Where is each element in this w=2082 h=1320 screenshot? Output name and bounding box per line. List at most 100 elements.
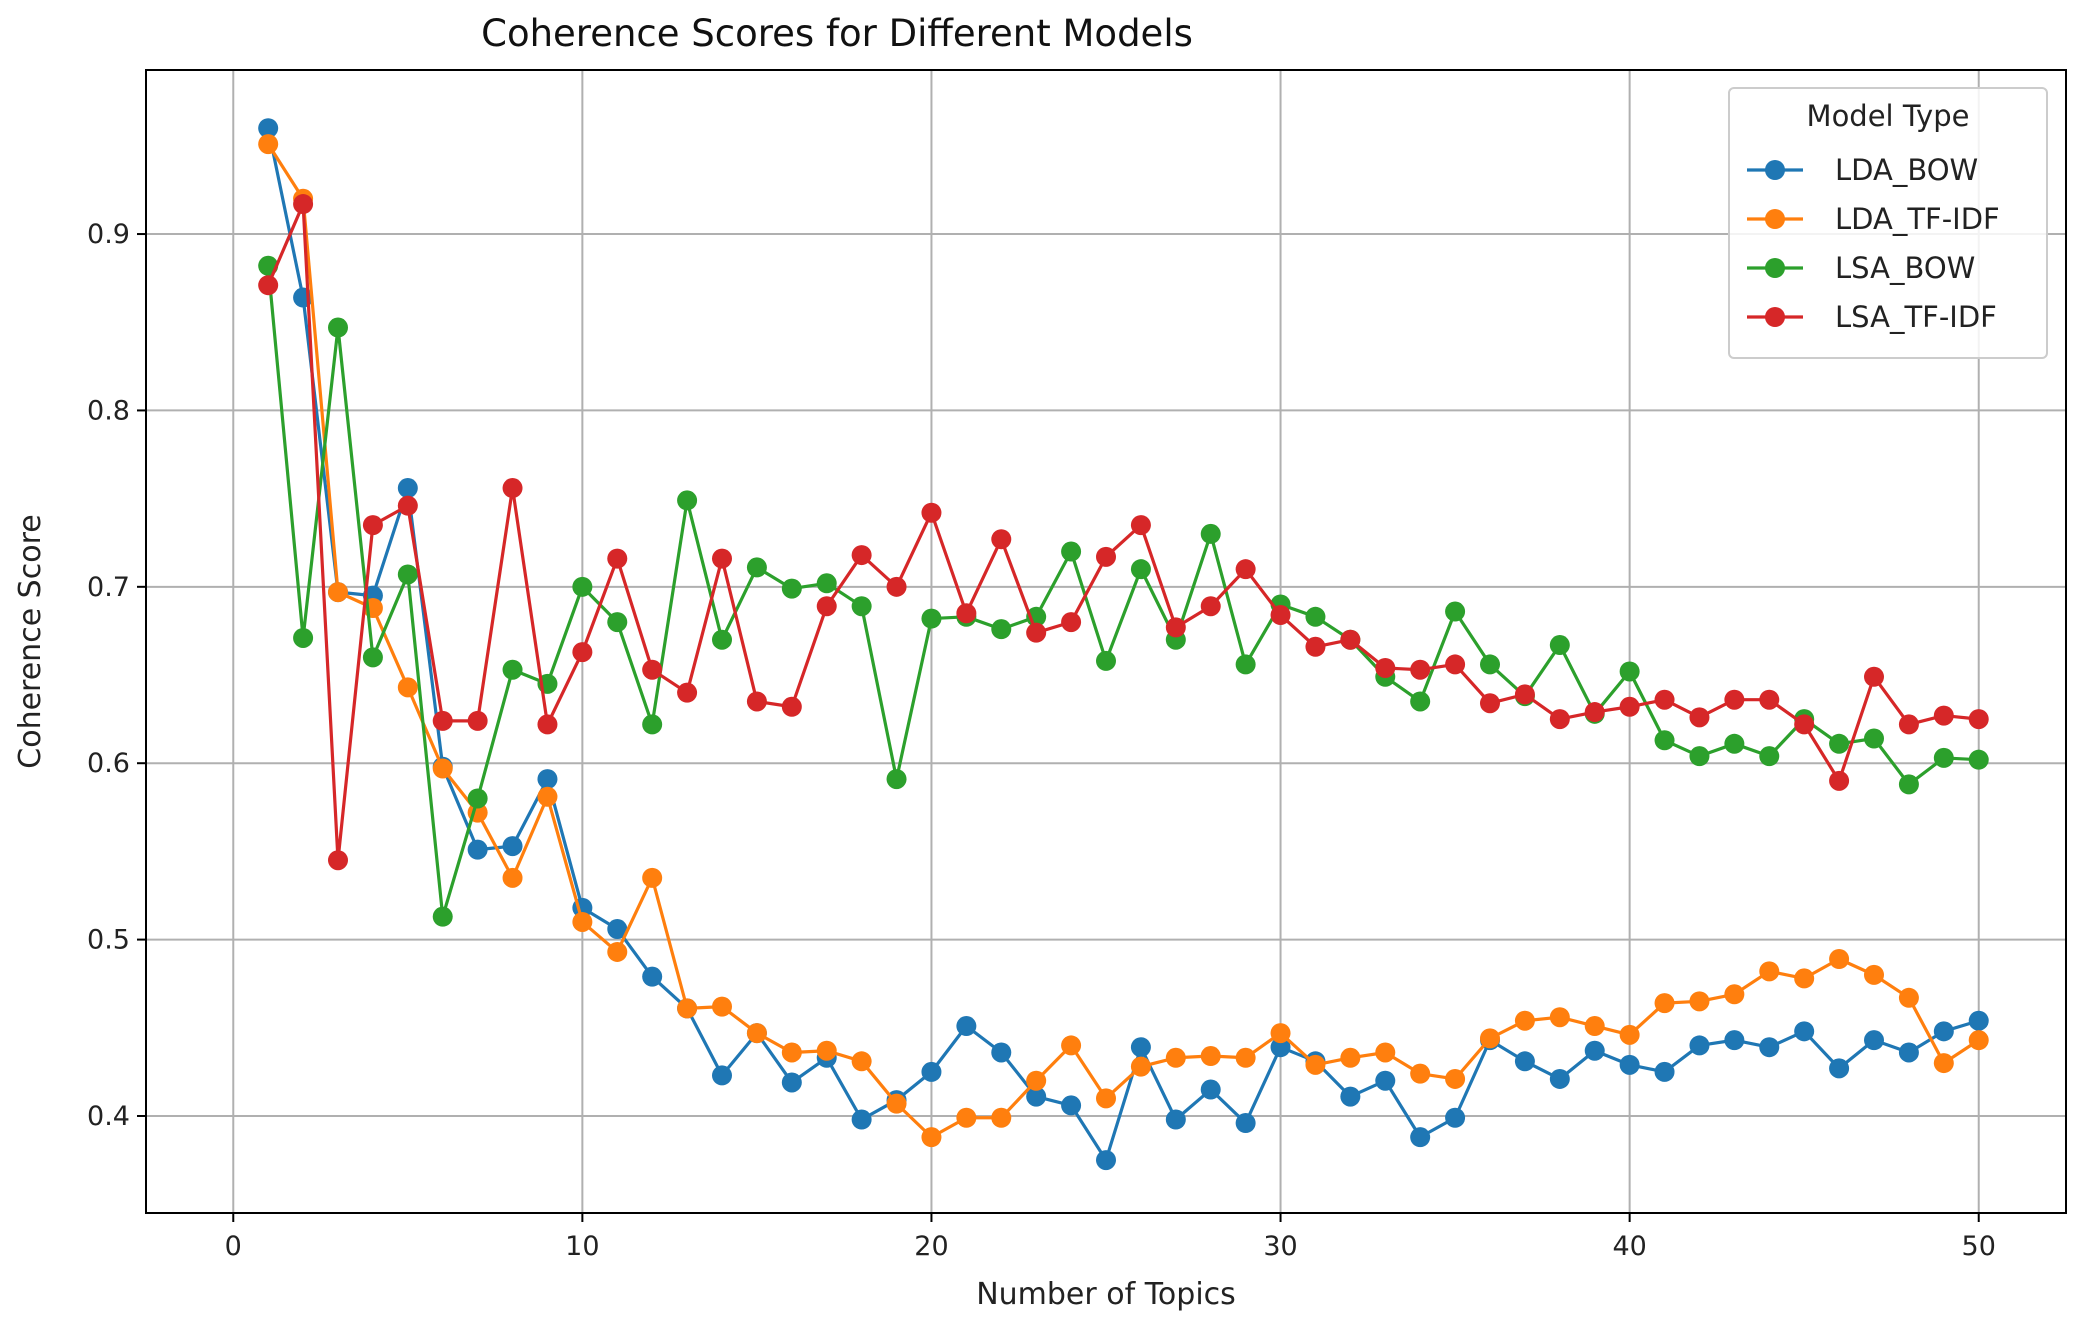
data-point-lsa-bow — [1305, 606, 1326, 627]
data-point-lsa-tf-idf — [1375, 657, 1396, 678]
data-point-lsa-bow — [328, 317, 348, 338]
data-point-lsa-tf-idf — [1130, 515, 1151, 536]
data-point-lsa-bow — [397, 564, 418, 585]
data-point-lsa-tf-idf — [1619, 696, 1640, 717]
data-point-lda-tf-idf — [991, 1107, 1012, 1128]
y-tick-label: 0.9 — [87, 219, 130, 250]
grid-lines — [146, 70, 2066, 1213]
data-point-lda-tf-idf — [607, 941, 628, 962]
data-point-lda-tf-idf — [1794, 968, 1815, 989]
data-point-lsa-tf-idf — [921, 502, 942, 523]
axis-ticks: 0 10 20 30 40 50 0.4 0.5 0.6 0.7 0.8 0.9 — [87, 219, 1996, 1262]
data-point-lda-bow — [1619, 1054, 1640, 1075]
data-point-lda-bow — [1235, 1113, 1256, 1134]
data-point-lsa-tf-idf — [1445, 654, 1466, 675]
data-point-lda-tf-idf — [1305, 1054, 1326, 1075]
data-point-lda-bow — [1654, 1061, 1675, 1082]
data-point-lsa-bow — [1445, 601, 1466, 622]
data-point-lsa-tf-idf — [991, 529, 1012, 550]
data-point-lda-tf-idf — [1864, 964, 1884, 985]
data-point-lsa-tf-idf — [432, 710, 453, 731]
data-point-lda-tf-idf — [1898, 987, 1919, 1008]
data-point-lsa-tf-idf — [1724, 689, 1745, 710]
data-point-lda-bow — [1584, 1040, 1605, 1061]
data-point-lsa-bow — [1200, 523, 1221, 544]
data-point-lsa-tf-idf — [1514, 684, 1535, 705]
legend-title: Model Type — [1807, 99, 1970, 133]
data-point-lda-tf-idf — [397, 677, 418, 698]
data-point-lda-bow — [1061, 1095, 1082, 1116]
data-point-lsa-tf-idf — [502, 478, 523, 499]
data-point-lsa-tf-idf — [328, 850, 348, 871]
data-point-lsa-tf-idf — [1759, 689, 1780, 710]
data-point-lda-bow — [1898, 1042, 1919, 1063]
data-point-lda-tf-idf — [1968, 1030, 1989, 1051]
data-point-lsa-bow — [1096, 650, 1116, 671]
data-point-lsa-tf-idf — [1829, 770, 1850, 791]
data-point-lda-bow — [537, 769, 558, 790]
data-point-lsa-tf-idf — [1654, 689, 1675, 710]
legend-marker-lsa-tf-idf — [1765, 307, 1785, 327]
data-point-lda-bow — [1514, 1051, 1535, 1072]
data-point-lsa-tf-idf — [258, 275, 279, 296]
data-point-lsa-bow — [1898, 774, 1919, 795]
data-point-lsa-bow — [1549, 635, 1570, 656]
legend-label-lda-tf-idf: LDA_TF-IDF — [1835, 202, 2000, 236]
data-point-lda-tf-idf — [1584, 1016, 1605, 1037]
data-point-lda-tf-idf — [1445, 1068, 1466, 1089]
data-point-lda-tf-idf — [1829, 949, 1850, 969]
data-point-lsa-bow — [432, 906, 453, 927]
legend-marker-lsa-bow — [1765, 258, 1785, 278]
data-point-lsa-tf-idf — [607, 548, 628, 569]
data-point-lda-tf-idf — [1096, 1088, 1116, 1109]
legend-entry-lda-bow: LDA_BOW — [1747, 153, 1978, 187]
data-point-lsa-bow — [293, 627, 314, 648]
data-point-lsa-bow — [712, 629, 732, 650]
data-point-lda-tf-idf — [258, 134, 279, 155]
data-point-lsa-tf-idf — [1933, 705, 1954, 726]
data-point-lsa-bow — [1410, 691, 1431, 712]
data-point-lda-bow — [712, 1065, 732, 1086]
data-point-lda-bow — [1410, 1127, 1431, 1148]
data-point-lsa-tf-idf — [1235, 559, 1256, 580]
data-point-lsa-bow — [1689, 746, 1710, 767]
data-point-lsa-bow — [677, 490, 698, 511]
data-point-lsa-tf-idf — [1794, 714, 1815, 735]
data-point-lda-tf-idf — [1514, 1010, 1535, 1031]
data-point-lda-bow — [921, 1061, 942, 1082]
data-point-lda-bow — [642, 966, 663, 987]
data-point-lda-tf-idf — [1619, 1024, 1640, 1045]
data-point-lda-bow — [781, 1072, 802, 1093]
data-point-lsa-tf-idf — [746, 691, 767, 712]
x-axis-title: Number of Topics — [976, 1277, 1236, 1312]
y-tick-label: 0.4 — [87, 1101, 130, 1132]
data-point-lsa-bow — [1864, 728, 1884, 749]
data-point-lsa-tf-idf — [293, 194, 314, 215]
data-point-lda-bow — [1759, 1037, 1780, 1058]
data-point-lda-tf-idf — [1654, 993, 1675, 1014]
data-point-lsa-tf-idf — [1096, 546, 1116, 567]
data-point-lsa-tf-idf — [956, 603, 977, 624]
data-point-lda-tf-idf — [328, 582, 348, 603]
legend-label-lsa-tf-idf: LSA_TF-IDF — [1835, 300, 1997, 334]
plot-frame — [145, 69, 2067, 1214]
y-axis-title: Coherence Score — [13, 514, 48, 768]
legend: Model Type LDA_BOW LDA_TF-IDF LSA_BOW LSA_T… — [1728, 87, 2048, 359]
data-point-lda-tf-idf — [1235, 1047, 1256, 1068]
data-point-lda-bow — [991, 1042, 1012, 1063]
data-point-lsa-tf-idf — [1340, 629, 1361, 650]
data-point-lsa-tf-idf — [1410, 659, 1431, 680]
data-point-lsa-tf-idf — [1061, 612, 1082, 633]
data-point-lsa-tf-idf — [1200, 596, 1221, 617]
data-point-lsa-tf-idf — [1689, 707, 1710, 728]
series-layer — [258, 118, 1989, 1171]
data-point-lda-bow — [1130, 1037, 1151, 1058]
data-point-lda-tf-idf — [432, 758, 453, 779]
x-tick-label: 10 — [565, 1231, 599, 1262]
data-point-lsa-tf-idf — [886, 576, 907, 597]
legend-entries: LDA_BOW LDA_TF-IDF LSA_BOW LSA_TF-IDF — [1747, 153, 2000, 334]
data-point-lda-bow — [1829, 1058, 1850, 1079]
y-tick-label: 0.8 — [87, 395, 130, 426]
data-point-lda-tf-idf — [677, 998, 698, 1019]
